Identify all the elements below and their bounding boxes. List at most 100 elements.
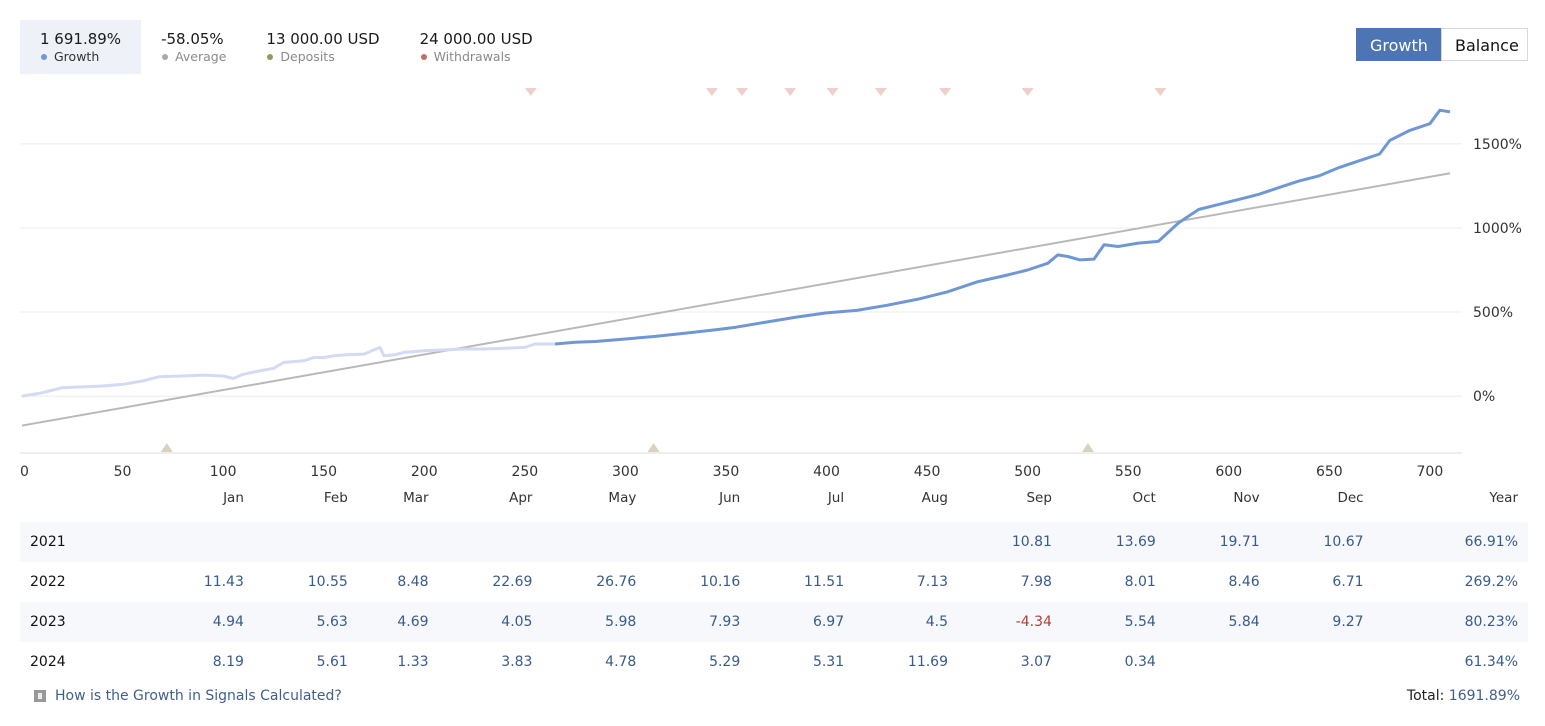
chart-mode-toggle: Growth Balance (1356, 28, 1528, 61)
x-tick-label: 550 (1115, 464, 1142, 480)
summary-growth[interactable]: 1 691.89% Growth (20, 20, 142, 74)
table-cell: 10.67 (1259, 522, 1364, 562)
table-cell: 10.81 (948, 522, 1052, 562)
withdrawals-value: 24 000.00 USD (419, 30, 533, 48)
withdrawal-marker (524, 88, 537, 96)
table-row: 2022 11.43 10.55 8.48 22.69 26.76 10.16 11.51 7.… (20, 562, 1528, 602)
x-tick-label: 100 (210, 464, 237, 480)
withdrawal-marker (784, 88, 797, 96)
x-tick-label: 400 (813, 464, 840, 480)
table-cell: 4.94 (140, 602, 244, 642)
total-value: 1691.89% (1448, 688, 1520, 704)
deposits-dot-icon (267, 54, 274, 60)
column-header: Sep (1026, 490, 1052, 506)
table-cell: 4.5 (844, 602, 949, 642)
table-cell: 11.69 (907, 654, 949, 670)
deposit-marker (160, 443, 173, 452)
summary-deposits[interactable]: 13 000.00 USD Deposits (246, 20, 399, 74)
x-tick-label: 700 (1417, 464, 1444, 480)
x-tick-label: 200 (411, 464, 438, 480)
x-tick-label: 300 (612, 464, 639, 480)
table-cell: 10.55 (307, 574, 348, 590)
table-cell: 10.16 (700, 574, 741, 590)
column-header: Aug (921, 490, 949, 506)
table-cell: 7.13 (916, 574, 949, 590)
table-cell (844, 522, 949, 562)
table-cell: 5.54 (1051, 602, 1156, 642)
column-header: May (608, 490, 637, 506)
table-cell: 61.34% (1464, 654, 1518, 670)
average-dot-icon (162, 54, 169, 60)
table-cell (243, 522, 348, 562)
table-cell: 6.97 (740, 602, 845, 642)
y-tick-label: 0% (1473, 389, 1495, 405)
x-tick-label: 600 (1215, 464, 1242, 480)
table-cell: 11.43 (203, 574, 244, 590)
column-header: Mar (403, 490, 429, 506)
column-header: Oct (1132, 490, 1156, 506)
table-cell (636, 522, 741, 562)
summary-average[interactable]: -58.05% Average (141, 20, 246, 74)
help-link[interactable]: How is the Growth in Signals Calculated? (34, 688, 342, 704)
table-cell: 4.05 (428, 602, 533, 642)
x-tick-label: 500 (1014, 464, 1041, 480)
row-year: 2022 (30, 574, 66, 590)
x-tick-label: 150 (310, 464, 337, 480)
growth-toggle-button[interactable]: Growth (1356, 28, 1441, 61)
x-tick-label: 350 (713, 464, 740, 480)
withdrawal-marker (826, 88, 839, 96)
deposits-label: Deposits (280, 49, 335, 64)
table-cell (428, 522, 533, 562)
help-link-text[interactable]: How is the Growth in Signals Calculated? (55, 688, 342, 704)
withdrawal-marker (736, 88, 749, 96)
growth-dot-icon (41, 54, 47, 60)
table-cell (532, 522, 637, 562)
table-cell: 5.98 (532, 602, 637, 642)
table-cell: 8.46 (1228, 574, 1260, 590)
growth-line-history (21, 342, 555, 398)
column-header: Dec (1337, 490, 1364, 506)
table-cell: 5.29 (709, 654, 741, 670)
average-value: -58.05% (161, 30, 224, 48)
table-cell: 13.69 (1051, 522, 1156, 562)
table-cell: 5.31 (812, 654, 845, 670)
x-tick-label: 50 (114, 464, 132, 480)
growth-value: 1 691.89% (40, 30, 122, 48)
x-tick-label: 450 (914, 464, 941, 480)
table-cell: 9.27 (1259, 602, 1364, 642)
column-header: Apr (509, 490, 533, 506)
y-tick-label: 1500% (1473, 137, 1522, 153)
average-line (21, 172, 1451, 427)
total-label: Total: (1406, 688, 1445, 704)
growth-chart: 0% 500% 1000% 1500% 0 50 100 150 200 250 300 350 400… (20, 88, 1522, 480)
table-cell: 8.01 (1124, 574, 1156, 590)
withdrawal-marker (705, 88, 718, 96)
column-header: Jun (719, 490, 741, 506)
table-row: 2023 4.94 5.63 4.69 4.05 5.98 7.93 6.97 4.5 -4.34… (20, 602, 1528, 642)
table-cell: 26.76 (596, 574, 637, 590)
table-cell: 4.78 (605, 654, 637, 670)
average-label: Average (175, 49, 227, 64)
table-cell: 7.93 (636, 602, 741, 642)
column-header: Jul (827, 490, 845, 506)
table-body: 2021 10.81 13.69 19.71 10.67 66.91% 2022 11.43 1… (20, 522, 1528, 682)
withdrawals-label: Withdrawals (433, 49, 511, 64)
table-cell: 5.84 (1155, 602, 1260, 642)
table-cell: 8.48 (397, 574, 429, 590)
table-cell: 3.83 (501, 654, 533, 670)
summary-withdrawals[interactable]: 24 000.00 USD Withdrawals (400, 20, 553, 74)
table-cell (347, 522, 429, 562)
table-cell: 7.98 (1020, 574, 1052, 590)
column-header: Feb (323, 490, 348, 506)
summary-legend: 1 691.89% Growth -58.05% Average 13 000.… (20, 20, 553, 74)
total-growth: Total: 1691.89% (1407, 688, 1520, 704)
withdrawal-marker (939, 88, 952, 96)
withdrawal-marker (1021, 88, 1034, 96)
balance-toggle-button[interactable]: Balance (1441, 28, 1528, 61)
x-tick-label: 650 (1316, 464, 1343, 480)
table-cell: 4.69 (347, 602, 429, 642)
table-cell: 1.33 (397, 654, 429, 670)
table-cell: 6.71 (1332, 574, 1364, 590)
deposit-marker (1081, 443, 1094, 452)
column-header: Nov (1233, 490, 1260, 506)
